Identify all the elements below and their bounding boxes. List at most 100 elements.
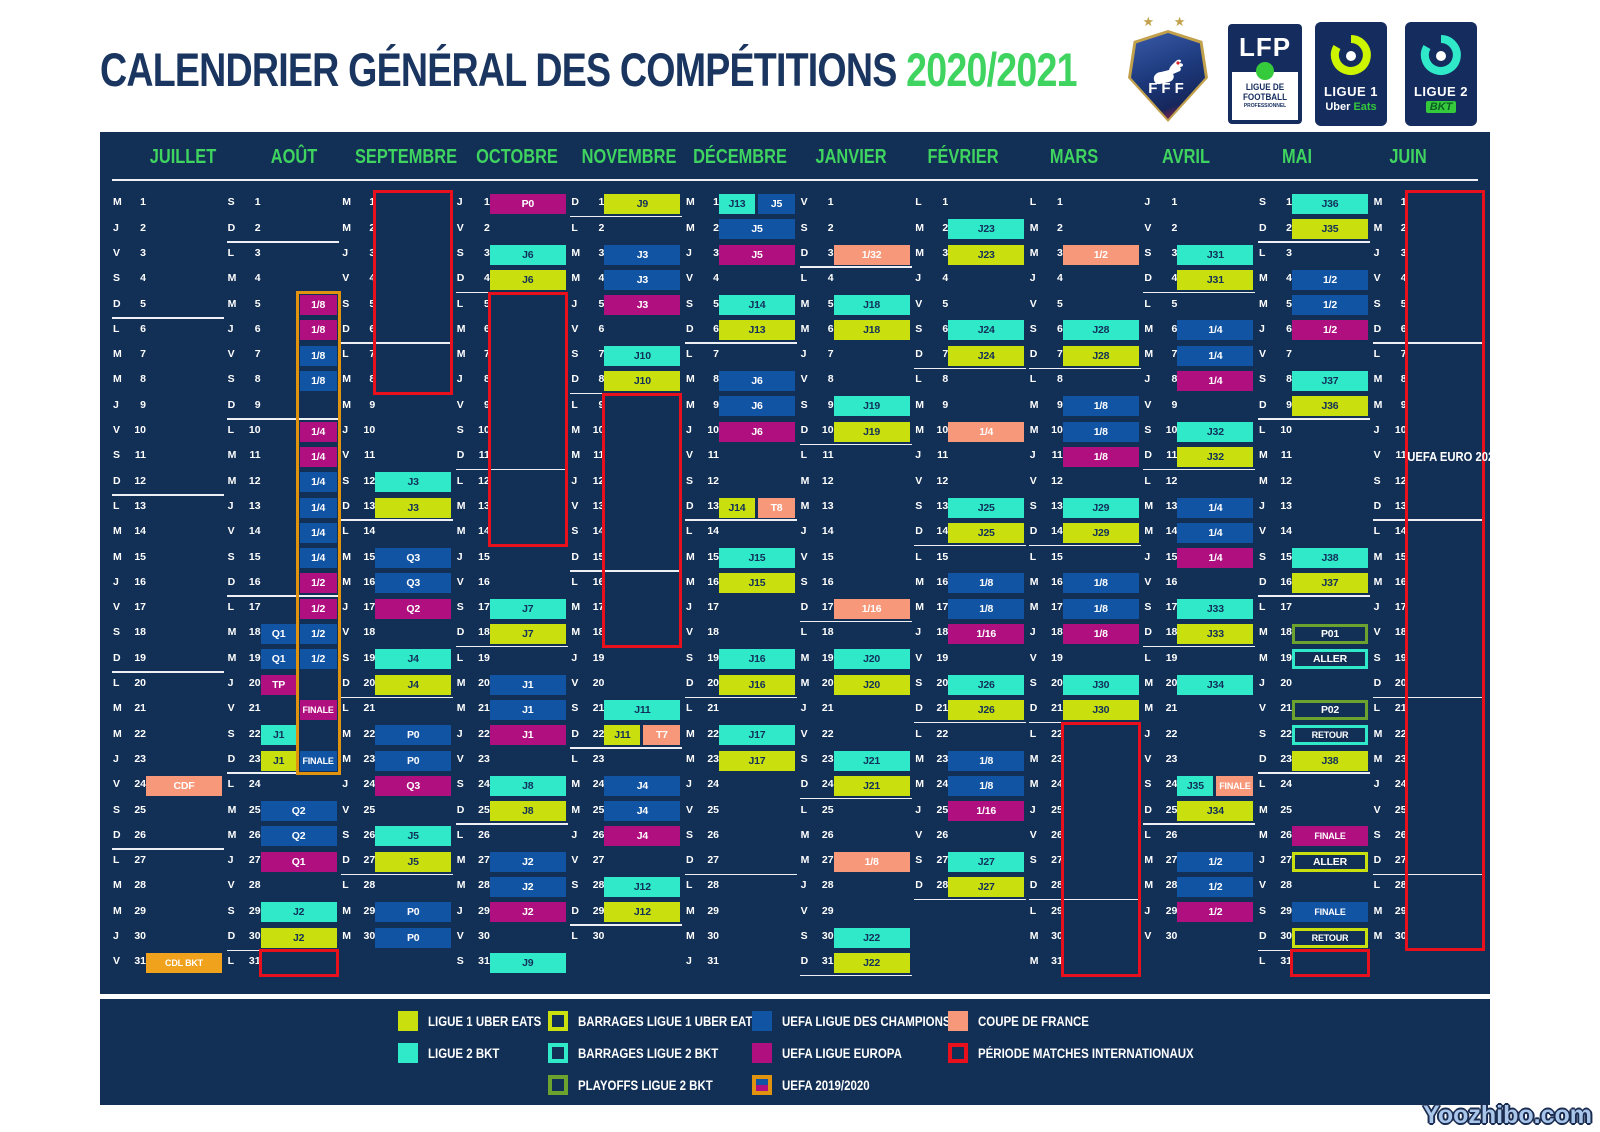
day-letter: M [342, 373, 351, 386]
day-number: 19 [248, 651, 261, 664]
day-letter: M [686, 727, 695, 740]
event-badge: 1/4 [299, 421, 337, 442]
day-number: 13 [1280, 499, 1292, 512]
day-number: 3 [827, 246, 834, 259]
day-number: 15 [1394, 550, 1407, 563]
day-number: 11 [1166, 449, 1178, 462]
day-letter: S [1029, 499, 1037, 512]
event-badge: 1/4 [1177, 548, 1254, 569]
day-number: 1 [254, 196, 261, 209]
sunday-separator [1372, 696, 1485, 699]
day-number: 21 [821, 702, 834, 715]
international-period-rect [1060, 721, 1141, 977]
day-letter: M [686, 575, 695, 588]
day-number: 5 [483, 297, 490, 310]
day-letter: M [1373, 221, 1383, 234]
event-badge: J28 [1062, 320, 1139, 341]
sunday-separator [914, 721, 1027, 724]
day-number: 9 [598, 398, 605, 411]
international-period-rect [602, 392, 683, 648]
day-number: 27 [936, 854, 949, 867]
day-number: 5 [1056, 297, 1063, 310]
day-number: 2 [1400, 221, 1407, 234]
sunday-separator [1143, 291, 1256, 294]
day-number: 12 [363, 474, 376, 487]
day-letter: M [1373, 727, 1383, 740]
event-badge: CDF [146, 775, 222, 796]
event-badge: P02 [1292, 699, 1368, 720]
event-badge: 1/2 [1292, 269, 1368, 290]
day-letter: M [915, 398, 924, 411]
day-letter: D [113, 828, 121, 841]
day-letter: L [456, 474, 464, 487]
day-number: 28 [134, 879, 146, 892]
uefa-euro-2020-label: UEFA EURO 2020 [1406, 450, 1501, 465]
day-letter: L [800, 803, 808, 816]
day-number: 8 [598, 373, 605, 386]
day-letter: S [571, 702, 579, 715]
day-letter: J [800, 525, 807, 538]
sunday-separator [341, 342, 454, 344]
day-number: 24 [1394, 778, 1407, 791]
day-letter: M [1373, 752, 1383, 765]
event-badge: J17 [719, 725, 795, 746]
day-letter: D [227, 398, 236, 411]
day-number: 5 [369, 297, 376, 310]
day-number: 7 [1286, 348, 1292, 361]
day-number: 4 [1286, 272, 1292, 285]
day-letter: M [1373, 373, 1383, 386]
day-number: 1 [1171, 196, 1178, 209]
month-name: MARS [1050, 146, 1099, 168]
day-letter: V [800, 904, 808, 917]
day-number: 9 [1056, 398, 1063, 411]
event-badge: T7 [643, 725, 681, 746]
month-column-mai: MAI S 1 J36 D 2 J35 L 3 M 4 1/2 M 5 1/2 J 6 1/2 V 7 S 8 J37 D 9 J… [1246, 132, 1374, 994]
day-number: 29 [478, 904, 490, 917]
day-letter: J [113, 221, 119, 234]
day-number: 4 [942, 272, 949, 285]
day-letter: S [1259, 196, 1267, 209]
day-number: 19 [478, 651, 490, 664]
day-letter: V [1029, 474, 1037, 487]
day-number: 20 [248, 677, 261, 690]
event-badge: J26 [948, 699, 1025, 720]
event-badge: J6 [719, 421, 795, 442]
event-badge: J23 [948, 244, 1025, 265]
event-badge: 1/16 [948, 624, 1025, 645]
day-number: 28 [363, 879, 376, 892]
day-letter: L [686, 702, 693, 715]
event-badge: 1/8 [1062, 396, 1139, 417]
day-letter: D [1259, 398, 1267, 411]
day-letter: V [1144, 221, 1152, 234]
day-number: 23 [592, 752, 605, 765]
event-badge: J33 [1177, 598, 1254, 619]
legend-swatch-uefa1920 [752, 1075, 772, 1095]
day-letter: J [227, 322, 234, 335]
day-number: 6 [1286, 322, 1292, 335]
day-letter: S [686, 828, 694, 841]
day-number: 27 [592, 854, 605, 867]
day-number: 20 [478, 677, 490, 690]
day-number: 13 [363, 499, 376, 512]
day-number: 15 [707, 550, 719, 563]
day-letter: V [113, 424, 121, 437]
day-letter: J [227, 677, 234, 690]
sunday-separator [799, 974, 912, 977]
day-number: 5 [713, 297, 719, 310]
sunday-separator [1372, 342, 1485, 344]
day-letter: M [1144, 322, 1154, 335]
day-number: 15 [592, 550, 605, 563]
event-badge: 1/8 [299, 295, 337, 316]
day-number: 30 [1051, 930, 1063, 943]
day-number: 26 [707, 828, 719, 841]
day-number: 17 [1280, 601, 1292, 614]
day-number: 17 [1051, 601, 1063, 614]
day-letter: M [571, 803, 581, 816]
day-letter: V [456, 930, 464, 943]
day-number: 5 [140, 297, 146, 310]
day-number: 27 [363, 854, 376, 867]
day-number: 1 [942, 196, 949, 209]
event-badge: J1 [489, 674, 566, 695]
legend-label: LIGUE 1 UBER EATS [428, 1013, 542, 1029]
day-number: 21 [1165, 702, 1178, 715]
